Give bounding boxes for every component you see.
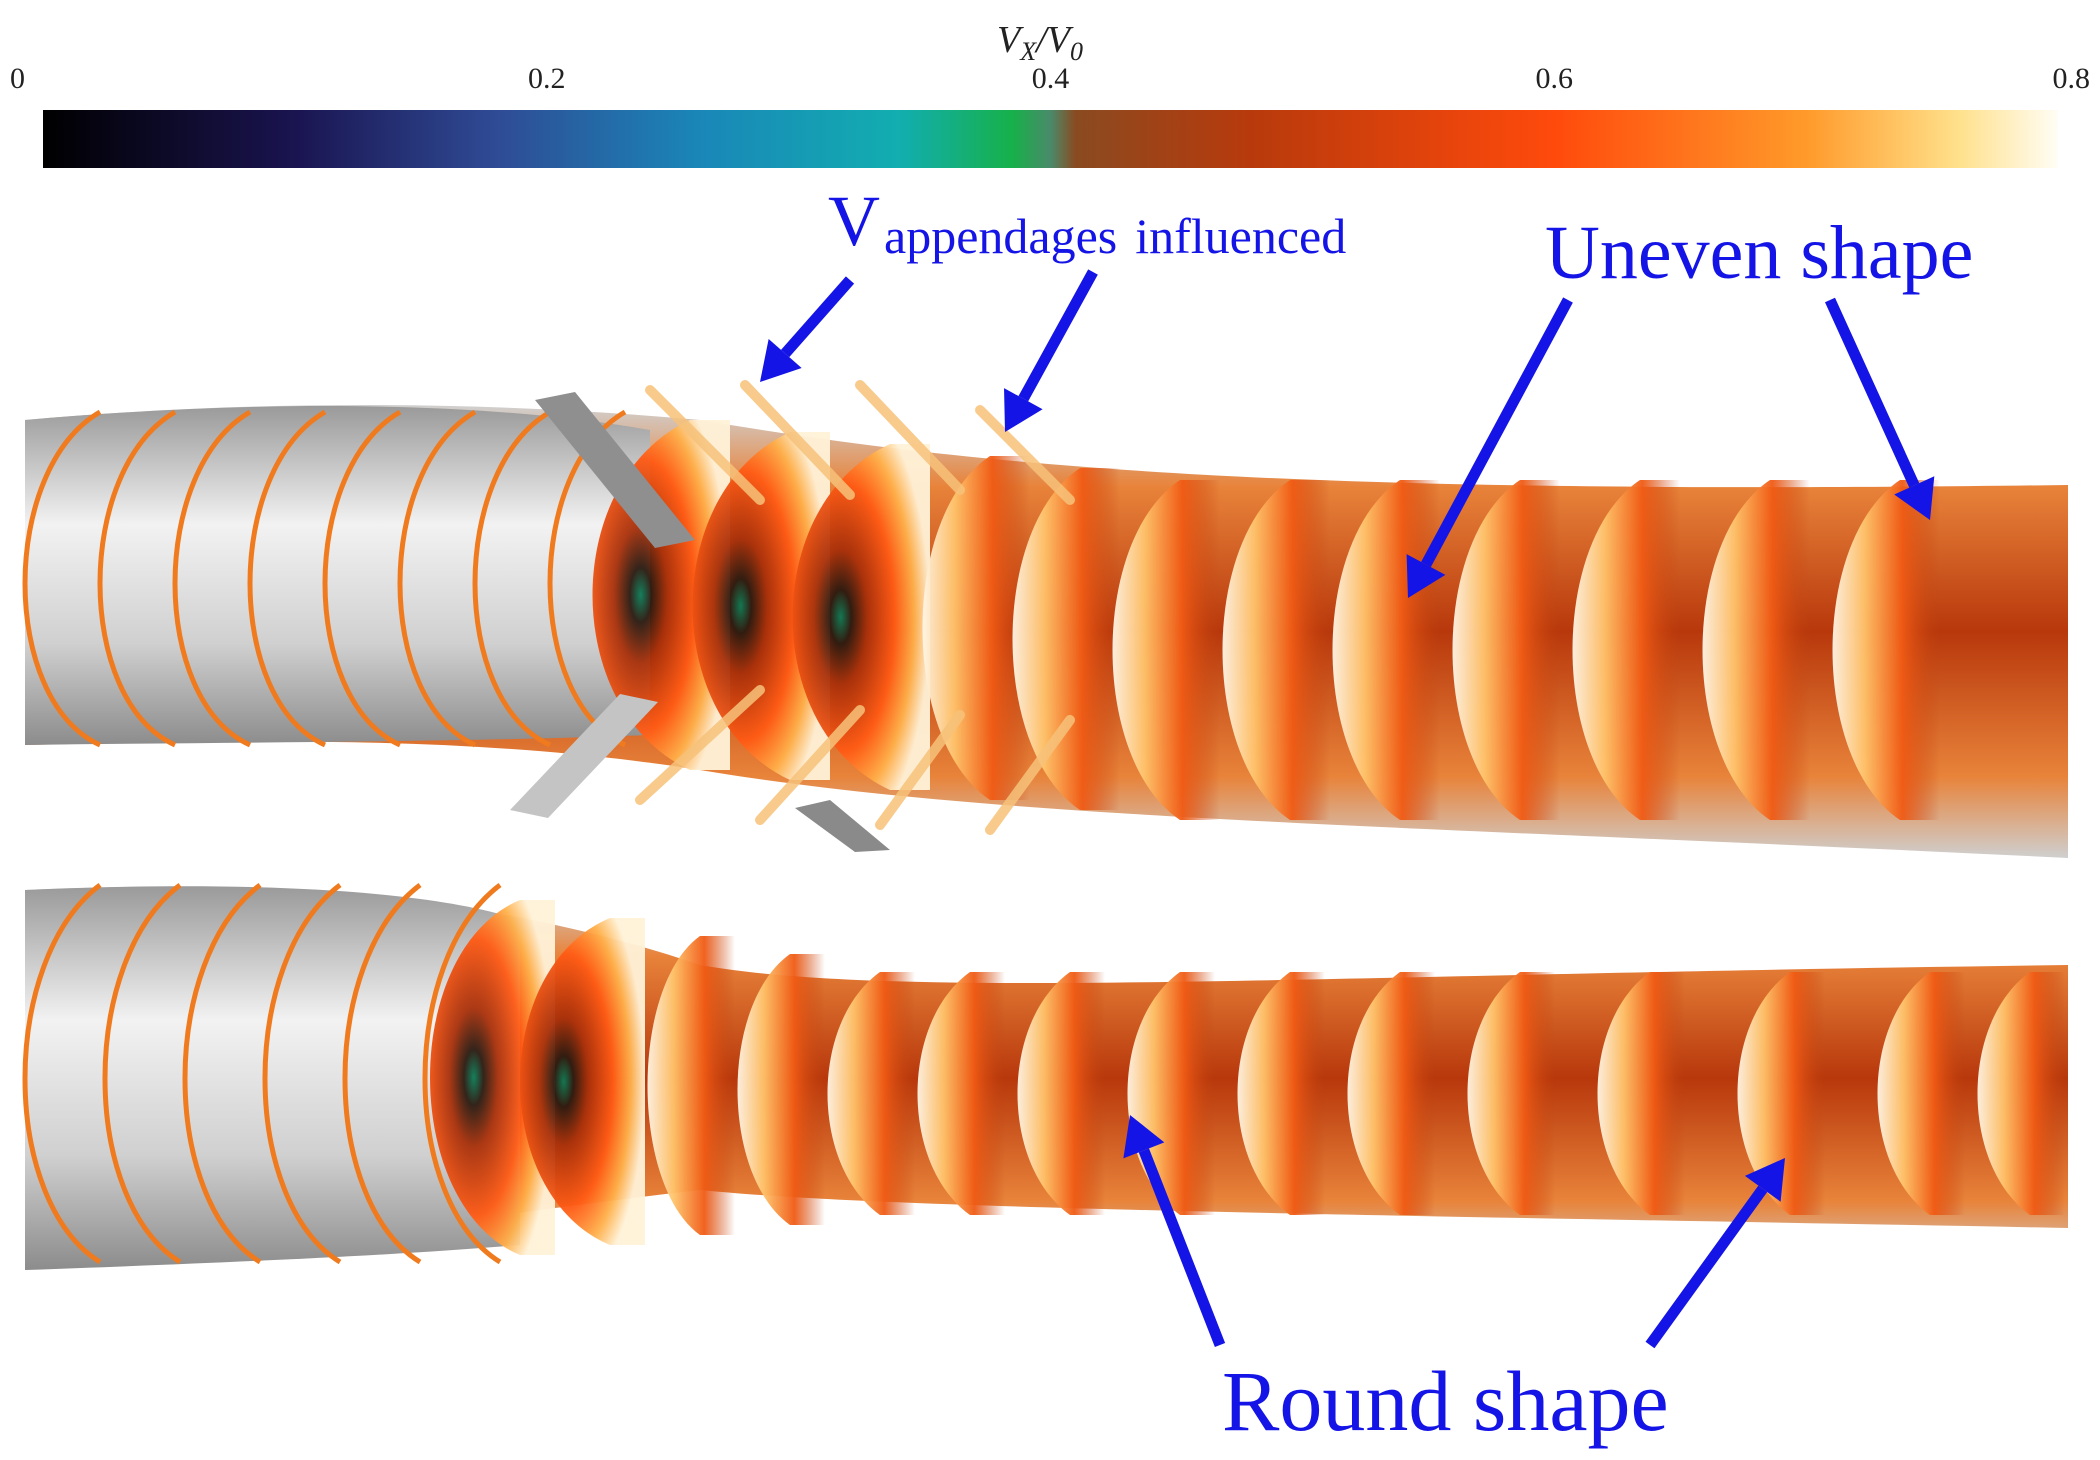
wake-section [1467,972,1555,1215]
wake-section [1012,468,1120,810]
hull-ring-contour [422,883,502,1265]
appendage-fin-lower [795,800,890,852]
wake-section [917,972,1005,1215]
hull-ring-contour [182,883,262,1265]
annotation-arrows [760,269,1935,1349]
wake-section [1222,480,1330,820]
appendage-wake-streak [740,380,855,500]
appendage-wake-streak [645,385,765,505]
hull-ring-contour [247,409,327,748]
wake-section [1832,480,1940,820]
colorbar-tick-label: 0.2 [528,62,566,95]
appendage-wake-streak [855,380,965,495]
appendages [510,392,890,852]
hull-ring-contour [22,409,102,748]
colorbar-tick-label: 0.4 [1032,62,1070,95]
wake-section [1572,480,1680,820]
lower-wake-body [22,883,2068,1270]
wake-section [1452,480,1560,820]
wake-section [792,444,930,790]
annotation-arrow [1123,1115,1226,1348]
annotation-arrow [1004,269,1098,432]
annotation-arrow [760,276,855,382]
hull-ring-contour [22,883,102,1265]
colorbar-tick-label: 0.8 [2053,62,2091,95]
colorbar-bar [43,110,2058,168]
wake-section [1977,972,2065,1215]
colorbar: VX/V0 0 0.2 0.4 0.6 0.8 [10,19,2090,168]
appendage-wake-streak [755,705,865,825]
label-round-shape: Round shape [1222,1353,1669,1449]
appendage-wake-streaks [635,380,1075,835]
label-uneven-shape: Uneven shape [1545,211,1973,295]
wake-section [1017,972,1105,1215]
wake-section [1737,972,1825,1215]
annotation-arrow [1824,297,1935,520]
appendage-wake-streak [975,405,1075,505]
wake-section [430,900,555,1255]
hull-ring-contour [397,409,477,748]
hull-ring-contour [262,883,342,1265]
lower-hull-rings [22,883,502,1265]
wake-section [520,918,645,1245]
lower-wake-sections [430,900,2065,1255]
colorbar-tick-label: 0 [10,62,25,95]
annotation-arrow [1406,297,1573,598]
wake-section [1237,972,1325,1215]
appendage-wake-streak [985,715,1075,835]
upper-hull [25,406,650,745]
label-appendages-influenced: Vappendages influenced [828,181,1346,264]
hull-ring-contour [172,409,252,748]
wake-section [827,972,915,1215]
wake-section [1597,972,1685,1215]
wake-section [922,456,1030,800]
wake-section [737,954,825,1225]
appendage-wake-streak [635,685,765,805]
colorbar-tick-label: 0.6 [1536,62,1574,95]
hull-ring-contour [472,409,552,748]
hull-ring-contour [322,409,402,748]
wake-section [692,432,830,780]
wake-section [647,936,735,1235]
upper-wake-body [22,380,2068,858]
appendage-fin-top [535,392,695,548]
colorbar-title: VX/V0 [997,19,1083,66]
annotation-arrow [1645,1158,1785,1349]
wake-section [1877,972,1965,1215]
hull-ring-contour [97,409,177,748]
appendage-fin-bottom [510,694,658,818]
annotations: Vappendages influenced Uneven shape Round… [760,181,1973,1449]
appendage-wake-streak [875,710,965,830]
wake-section [1112,480,1220,820]
lower-hull [25,886,520,1270]
wake-section [1347,972,1435,1215]
wake-section [1702,480,1810,820]
colorbar-tick-labels: 0 0.2 0.4 0.6 0.8 [10,62,2090,95]
hull-ring-contour [342,883,422,1265]
hull-ring-contour [102,883,182,1265]
